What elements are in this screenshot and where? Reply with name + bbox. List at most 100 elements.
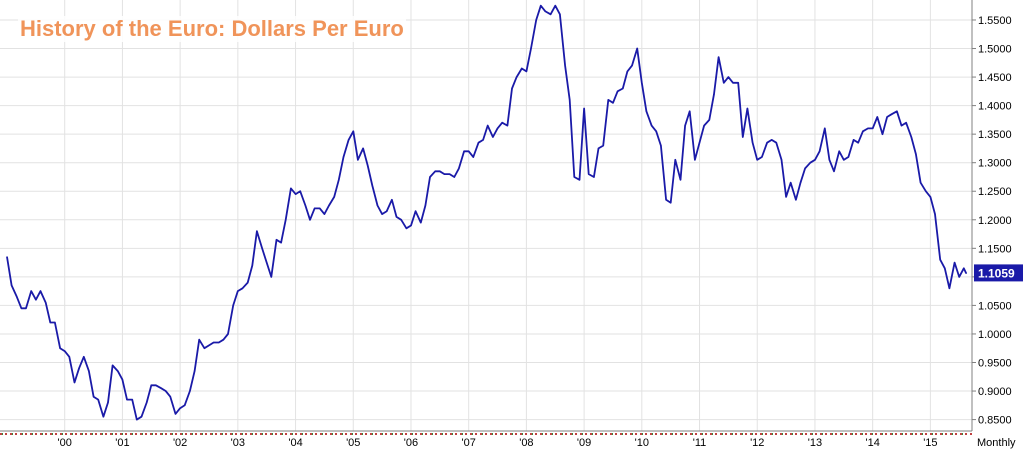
data-point <box>395 216 398 218</box>
data-point <box>251 264 253 267</box>
data-point <box>915 153 917 155</box>
data-point <box>39 290 42 292</box>
data-point <box>59 347 61 349</box>
data-point <box>525 70 528 72</box>
data-point <box>439 170 441 172</box>
data-point <box>958 276 960 278</box>
data-point <box>819 150 821 152</box>
data-point <box>261 247 263 249</box>
data-point <box>550 13 552 15</box>
data-point <box>222 339 224 341</box>
chart-title: History of the Euro: Dollars Per Euro <box>18 16 406 42</box>
data-point <box>670 202 672 204</box>
data-point <box>367 164 369 167</box>
data-point <box>795 199 797 201</box>
data-point <box>651 125 653 127</box>
data-point <box>30 290 32 292</box>
y-tick-label: 1.5500 <box>978 15 1012 27</box>
data-point <box>482 139 484 141</box>
data-point <box>766 142 768 144</box>
data-point <box>853 139 855 141</box>
data-point <box>761 156 763 158</box>
x-tick-label: '00 <box>58 437 72 449</box>
data-point <box>963 267 965 269</box>
data-point <box>285 219 287 221</box>
data-point <box>597 147 600 149</box>
data-point <box>429 176 431 178</box>
data-point <box>665 199 667 201</box>
data-point <box>602 145 604 147</box>
data-point <box>487 125 489 127</box>
data-point <box>564 65 566 67</box>
data-point <box>117 370 119 372</box>
y-tick-label: 0.9500 <box>978 357 1012 369</box>
data-point <box>814 159 816 161</box>
x-tick-label: '04 <box>288 437 302 449</box>
y-tick-label: 1.3000 <box>978 158 1012 170</box>
data-point <box>660 145 662 147</box>
data-point <box>713 93 715 95</box>
data-point <box>97 399 99 401</box>
data-point <box>655 130 657 132</box>
data-point <box>746 107 749 110</box>
data-point <box>309 219 311 221</box>
y-tick-label: 1.2000 <box>978 215 1012 227</box>
data-point <box>126 399 128 401</box>
data-point <box>742 136 744 138</box>
data-point <box>290 187 292 189</box>
last-value-badge-bg <box>974 264 1023 282</box>
data-point <box>511 87 513 90</box>
data-point <box>752 142 754 144</box>
data-point <box>684 125 686 127</box>
data-point <box>131 399 133 401</box>
data-point <box>342 156 345 158</box>
data-point <box>607 99 609 101</box>
last-value-label: 1.1059 <box>978 266 1015 280</box>
data-point <box>554 5 556 7</box>
y-tick-labels: 0.85000.90000.95001.00001.05001.10001.15… <box>972 15 1012 427</box>
data-point <box>694 159 696 161</box>
data-point <box>323 213 325 215</box>
data-point <box>381 213 383 215</box>
data-point <box>338 179 340 181</box>
data-point <box>218 341 220 344</box>
data-point <box>256 230 258 232</box>
data-point <box>415 210 417 212</box>
data-point <box>64 350 66 352</box>
data-point <box>179 407 181 409</box>
data-point <box>934 213 936 215</box>
y-tick-label: 1.0500 <box>978 300 1012 312</box>
data-point <box>804 167 806 169</box>
data-point <box>737 82 739 84</box>
data-point <box>136 419 138 421</box>
data-point <box>112 364 114 366</box>
data-point <box>703 125 705 127</box>
data-point <box>146 401 148 404</box>
data-point <box>304 204 306 207</box>
data-point <box>544 10 547 12</box>
data-point <box>237 290 239 292</box>
data-point <box>674 159 676 161</box>
data-point <box>756 159 758 161</box>
y-tick-label: 1.3500 <box>978 129 1012 141</box>
data-point <box>328 204 330 207</box>
data-point <box>386 210 388 212</box>
grid-lines <box>0 0 972 431</box>
data-point <box>295 193 297 195</box>
data-point <box>352 130 354 132</box>
data-point <box>559 13 561 15</box>
data-point <box>121 379 123 381</box>
data-point <box>391 199 393 201</box>
data-point <box>881 133 884 135</box>
data-point <box>775 142 777 144</box>
data-point <box>348 139 350 141</box>
data-point <box>925 190 927 192</box>
data-point <box>83 356 85 358</box>
data-point <box>270 276 272 278</box>
data-point <box>472 156 474 158</box>
data-point <box>790 182 792 184</box>
data-point <box>939 259 941 261</box>
data-point <box>636 47 638 50</box>
frequency-label: Monthly <box>977 437 1016 449</box>
